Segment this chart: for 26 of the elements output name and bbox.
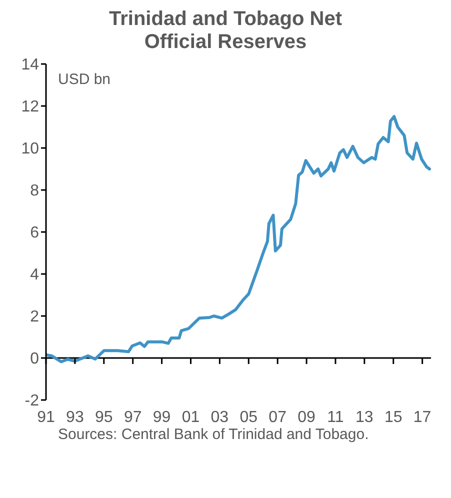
- x-tick-label: 05: [240, 409, 258, 426]
- y-tick-label: 0: [30, 350, 40, 368]
- x-tick-label: 11: [327, 409, 344, 426]
- y-tick-label: 8: [30, 182, 40, 200]
- source-note: Sources: Central Bank of Trinidad and Tobago.: [58, 426, 370, 444]
- x-tick-label: 03: [210, 409, 229, 426]
- x-tick-label: 13: [356, 409, 374, 426]
- x-tick-label: 09: [298, 409, 316, 426]
- y-tick-label: 6: [30, 224, 40, 242]
- y-tick-label: 2: [30, 308, 40, 326]
- chart-title: Trinidad and Tobago Net Official Reserves: [108, 8, 343, 54]
- x-tick-label: 99: [152, 409, 171, 426]
- y-tick-label: 4: [30, 266, 40, 284]
- x-tick-label: 93: [66, 409, 84, 426]
- x-tick-label: 07: [268, 409, 287, 426]
- x-tick-label: 91: [37, 409, 55, 426]
- x-tick-label: 01: [182, 409, 200, 426]
- x-tick-label: 15: [384, 409, 402, 426]
- y-tick-label: 10: [21, 140, 40, 158]
- y-axis-title: USD bn: [58, 71, 111, 88]
- x-tick-label: 17: [413, 409, 432, 426]
- x-tick-label: 95: [94, 409, 113, 426]
- y-tick-label: 12: [21, 98, 40, 116]
- y-tick-label: 14: [21, 56, 40, 74]
- x-tick-label: 97: [124, 409, 142, 426]
- y-tick-label: -2: [24, 392, 40, 410]
